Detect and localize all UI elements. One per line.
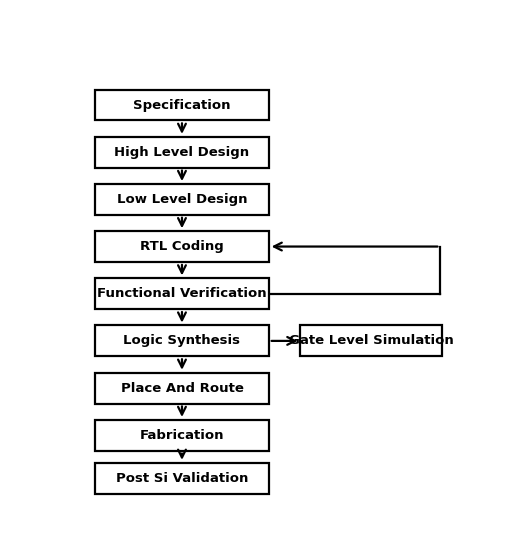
FancyBboxPatch shape xyxy=(95,420,269,451)
Text: Logic Synthesis: Logic Synthesis xyxy=(124,334,240,348)
Text: Gate Level Simulation: Gate Level Simulation xyxy=(289,334,454,348)
FancyBboxPatch shape xyxy=(95,137,269,168)
FancyBboxPatch shape xyxy=(95,184,269,215)
FancyBboxPatch shape xyxy=(95,278,269,309)
Text: High Level Design: High Level Design xyxy=(115,146,249,159)
Text: Functional Verification: Functional Verification xyxy=(97,287,267,300)
FancyBboxPatch shape xyxy=(95,231,269,262)
FancyBboxPatch shape xyxy=(95,90,269,120)
FancyBboxPatch shape xyxy=(300,325,442,356)
Text: Specification: Specification xyxy=(133,99,231,111)
FancyBboxPatch shape xyxy=(95,463,269,494)
Text: RTL Coding: RTL Coding xyxy=(140,240,224,253)
Text: Low Level Design: Low Level Design xyxy=(117,193,247,206)
Text: Post Si Validation: Post Si Validation xyxy=(116,472,248,485)
Text: Fabrication: Fabrication xyxy=(139,429,224,442)
Text: Place And Route: Place And Route xyxy=(121,382,243,394)
FancyBboxPatch shape xyxy=(95,325,269,356)
FancyBboxPatch shape xyxy=(95,373,269,403)
